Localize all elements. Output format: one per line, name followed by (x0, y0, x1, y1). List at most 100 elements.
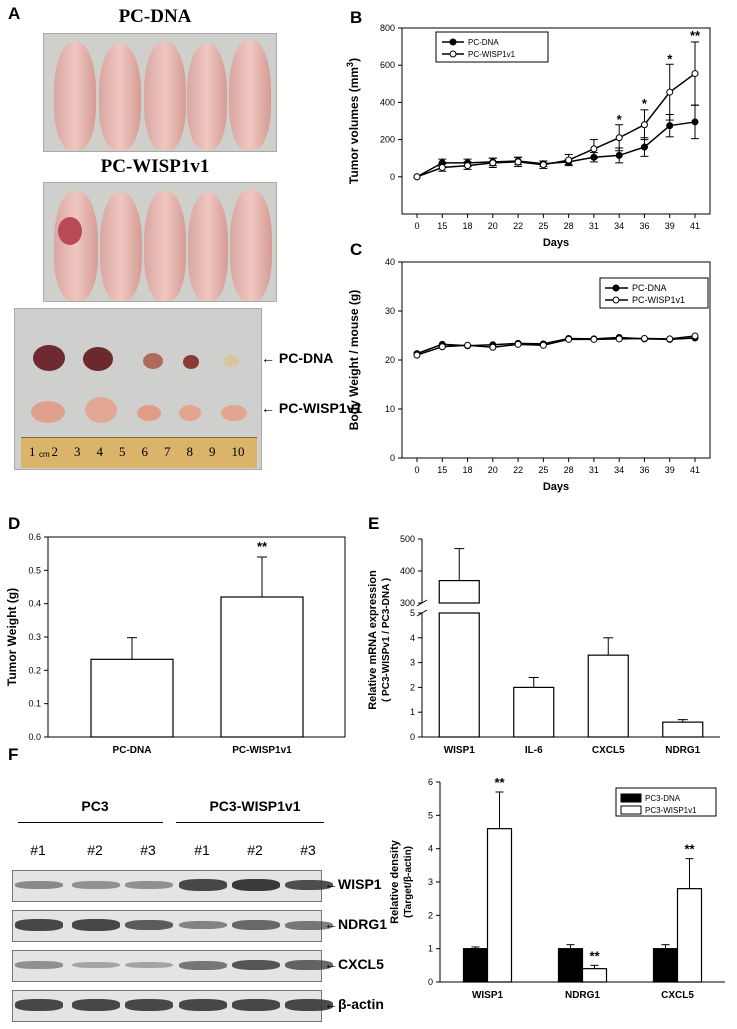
x-tick-label: 20 (488, 465, 498, 475)
x-tick-label: NDRG1 (565, 990, 600, 1001)
blot-band (15, 919, 63, 931)
y-tick-label: 300 (400, 598, 415, 608)
ruler-mark: 10 (231, 444, 245, 459)
y-tick-label: 0 (390, 453, 395, 463)
x-tick-label: WISP1 (444, 745, 476, 756)
x-tick-label: 36 (639, 465, 649, 475)
legend-marker (449, 38, 457, 46)
ruler: 1 2 3 4 5 6 7 8 9 10 cm (21, 437, 257, 468)
blot-row-label: ←WISP1 (324, 876, 382, 892)
data-point (590, 335, 598, 343)
blot-strip (12, 910, 333, 942)
y-tick-label: 600 (380, 60, 395, 70)
y-tick-label: 2 (410, 682, 415, 692)
tumor-photo: 1 2 3 4 5 6 7 8 9 10 cm (14, 308, 262, 470)
blot-band (179, 999, 227, 1011)
x-tick-label: 15 (437, 465, 447, 475)
ruler-mark: 3 (74, 444, 81, 459)
y-tick-label: 1 (428, 944, 433, 954)
blot-row-label: ←NDRG1 (324, 916, 388, 932)
x-tick-label: 36 (639, 221, 649, 231)
x-tick-label: IL-6 (525, 745, 543, 756)
significance-mark: ** (494, 775, 505, 790)
blot-band (72, 919, 120, 931)
legend-marker (449, 50, 457, 58)
data-point (565, 156, 573, 164)
blot-band (232, 999, 280, 1011)
y-tick-label: 4 (410, 633, 415, 643)
blot-strip (12, 950, 333, 982)
legend-label: PC-DNA (468, 38, 499, 47)
data-point (413, 351, 421, 359)
bar (220, 596, 304, 738)
series-line-1 (416, 335, 696, 356)
x-tick-label: PC-DNA (113, 745, 152, 756)
blot-band (72, 961, 120, 969)
series-line-1 (416, 72, 696, 178)
legend-label: PC-WISP1v1 (632, 295, 685, 305)
data-point (640, 334, 648, 342)
x-tick-label: 25 (538, 221, 548, 231)
x-tick-label: 18 (463, 465, 473, 475)
y-tick-label: 500 (400, 534, 415, 544)
legend-label: PC3-WISP1v1 (645, 806, 697, 815)
data-point (413, 173, 421, 181)
x-tick-label: 34 (614, 221, 624, 231)
blot-band (125, 999, 173, 1011)
data-point (666, 88, 674, 96)
data-point (489, 159, 497, 167)
chart-f-relative-density: 0 1 2 3 4 5 6 Relative density (Target/β-actin) *… (389, 775, 725, 1001)
legend-swatch (620, 793, 642, 803)
data-point (590, 145, 598, 153)
chart-d-tumor-weight: 0.0 0.1 0.2 0.3 0.4 0.5 0.6 Tumor Weight (g) PC-… (5, 532, 346, 756)
blot-band (285, 999, 333, 1011)
data-point (615, 134, 623, 142)
blot-band (232, 879, 280, 891)
chart-e-mrna-expression: 300 400 500 0 1 2 3 4 5 Relative mRNA expression(… (367, 534, 720, 756)
x-tick-label: 28 (564, 465, 574, 475)
ruler-mark: 5 (119, 444, 126, 459)
blot-band (15, 999, 63, 1011)
bar (581, 968, 608, 983)
x-tick-label: 0 (414, 465, 419, 475)
bar (438, 612, 480, 738)
blot-band (285, 960, 333, 970)
y-tick-label: 800 (380, 23, 395, 33)
y-axis-label: Tumor Weight (g) (5, 588, 19, 686)
data-point (514, 340, 522, 348)
data-point (464, 162, 472, 170)
blot-band (232, 959, 280, 971)
bar (676, 888, 703, 983)
y-tick-label: 5 (410, 608, 415, 618)
y-tick-label: 200 (380, 135, 395, 145)
x-axis-label: Days (543, 481, 569, 493)
y-tick-label: 0 (428, 977, 433, 987)
y-tick-label: 0.5 (28, 565, 41, 575)
y-tick-label: 0.1 (28, 699, 41, 709)
blot-row-label: ←β-actin (324, 996, 384, 1012)
blot-band (285, 879, 333, 891)
data-point (438, 343, 446, 351)
y-tick-label: 1 (410, 707, 415, 717)
data-point (640, 121, 648, 129)
significance-mark: * (642, 96, 648, 111)
ruler-mark: 8 (186, 444, 194, 459)
blot-lane-label: #2 (247, 842, 263, 858)
blot-band (15, 880, 63, 890)
x-tick-label: 20 (488, 221, 498, 231)
blot-strip (12, 870, 333, 902)
y-axis-label: Body Weight / mouse (g) (347, 290, 361, 430)
y-tick-label: 3 (428, 877, 433, 887)
x-tick-label: 31 (589, 221, 599, 231)
y-axis-label-main: Tumor volumes (mm (347, 67, 361, 184)
data-point (615, 151, 623, 159)
y-tick-label: 40 (385, 257, 395, 267)
y-axis-label: Tumor volumes (mm3) (345, 58, 361, 184)
tumor-arrow-pc-wisp1v1: ← PC-WISP1v1 (261, 400, 363, 416)
legend-label: PC-WISP1v1 (468, 50, 516, 59)
y-tick-label: 20 (385, 355, 395, 365)
data-point (666, 122, 674, 130)
y-tick-label: 10 (385, 404, 395, 414)
chart-b-tumor-volume: 0 200 400 600 800 0 15 18 20 22 25 28 31 34 36 39 41 Days… (345, 23, 711, 249)
y-tick-label: 5 (428, 810, 433, 820)
